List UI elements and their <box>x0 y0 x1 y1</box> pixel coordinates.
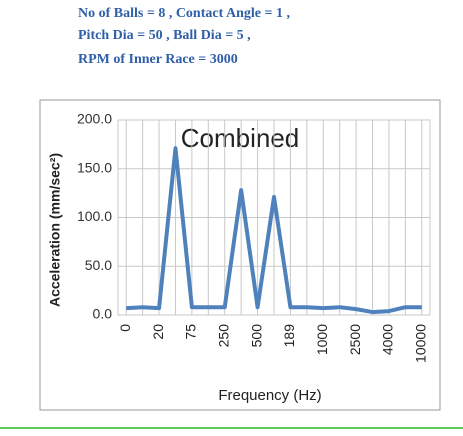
x-tick-label: 10000 <box>412 324 428 363</box>
x-tick-label: 75 <box>183 324 199 340</box>
header-line: Pitch Dia = 50 , Ball Dia = 5 , <box>78 28 251 43</box>
x-tick-label: 1000 <box>314 324 330 355</box>
data-line <box>126 146 422 315</box>
x-tick-label: 500 <box>248 324 264 348</box>
y-axis-title: Acceleration (mm/sec²) <box>47 153 63 307</box>
x-tick-label: 2500 <box>347 324 363 355</box>
y-tick-label: 50.0 <box>85 257 112 273</box>
y-tick-label: 150.0 <box>77 159 112 175</box>
y-tick-label: 200.0 <box>77 111 112 127</box>
chart-title: Combined <box>181 123 300 153</box>
y-tick-label: 100.0 <box>77 208 112 224</box>
x-tick-label: 189 <box>281 324 297 348</box>
header-line: No of Balls = 8 , Contact Angle = 1 , <box>78 6 290 21</box>
x-tick-label: 20 <box>150 324 166 340</box>
chart-frame <box>39 99 441 411</box>
x-tick-label: 4000 <box>380 324 396 355</box>
x-axis-title: Frequency (Hz) <box>218 387 321 404</box>
y-tick-label: 0.0 <box>93 306 113 322</box>
x-tick-label: 250 <box>215 324 231 348</box>
header-line: RPM of Inner Race = 3000 <box>78 52 238 67</box>
x-tick-label: 0 <box>117 324 133 332</box>
